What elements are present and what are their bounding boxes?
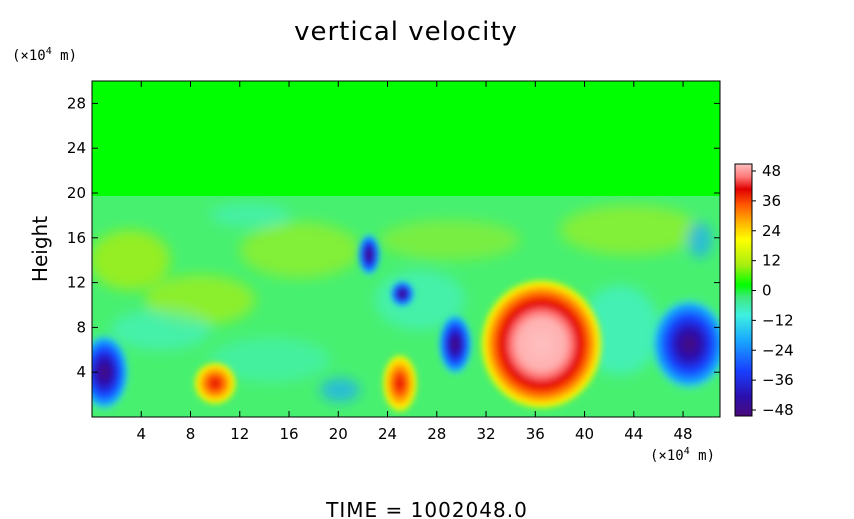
colorbar-tick-label: 0	[762, 282, 772, 300]
y-tick-label: 24	[67, 139, 86, 157]
x-tick-label: 12	[230, 425, 249, 443]
x-unit-prefix: (×10	[650, 448, 684, 464]
downdraft-left-edge	[92, 332, 131, 413]
colorbar-tick-label: −48	[762, 401, 794, 419]
x-tick-label: 36	[526, 425, 545, 443]
updraft-small-mid	[381, 353, 418, 414]
updraft-small-left	[193, 361, 238, 406]
time-label: TIME = 1002048.0	[325, 498, 528, 519]
colorbar-ticks: 48 36 24 12 0 −12 −24 −36 −48	[752, 162, 794, 419]
x-tick-label: 20	[329, 425, 348, 443]
x-tick-label: 16	[279, 425, 298, 443]
x-unit-exp: 4	[684, 446, 690, 457]
background-texture	[92, 203, 712, 402]
colorbar-tick-label: 48	[762, 162, 781, 180]
colorbar-tick-label: 24	[762, 222, 781, 240]
updraft-core	[479, 278, 604, 411]
x-tick-label: 24	[378, 425, 397, 443]
y-tick-label: 8	[76, 318, 86, 336]
y-unit-prefix: (×10	[12, 48, 46, 64]
x-tick-label: 4	[136, 425, 146, 443]
colorbar-tick-label: 12	[762, 252, 781, 270]
y-tick-label: 16	[67, 229, 86, 247]
y-axis-label: Height	[28, 216, 52, 282]
x-tick-label: 48	[674, 425, 693, 443]
x-tick-label: 40	[575, 425, 594, 443]
x-unit-label: (×104 m)	[650, 446, 715, 464]
x-tick-label: 28	[427, 425, 446, 443]
chart-title: vertical velocity	[294, 17, 518, 47]
x-unit-suffix: m)	[690, 448, 715, 464]
y-tick-label: 20	[67, 184, 86, 202]
plot-frame	[91, 80, 721, 418]
x-tick-label: 32	[476, 425, 495, 443]
features-layer	[92, 232, 720, 414]
x-tick-label: 44	[624, 425, 643, 443]
downdraft-right	[649, 296, 720, 393]
colorbar-tick-label: −12	[762, 311, 794, 329]
colorbar-tick-label: 36	[762, 192, 781, 210]
colorbar	[734, 163, 753, 417]
downdraft-mid-2	[389, 279, 416, 308]
y-unit-label: (×104 m)	[12, 46, 77, 64]
colorbar-tick-label: −36	[762, 371, 794, 389]
y-tick-label: 12	[67, 274, 86, 292]
y-unit-exp: 4	[46, 46, 52, 57]
colorbar-tick-label: −24	[762, 341, 794, 359]
y-tick-label: 4	[76, 363, 86, 381]
x-tick-label: 8	[186, 425, 196, 443]
y-unit-suffix: m)	[52, 48, 77, 64]
downdraft-mid-1	[357, 232, 382, 277]
y-tick-label: 28	[67, 94, 86, 112]
downdraft-mid-3	[437, 312, 474, 377]
